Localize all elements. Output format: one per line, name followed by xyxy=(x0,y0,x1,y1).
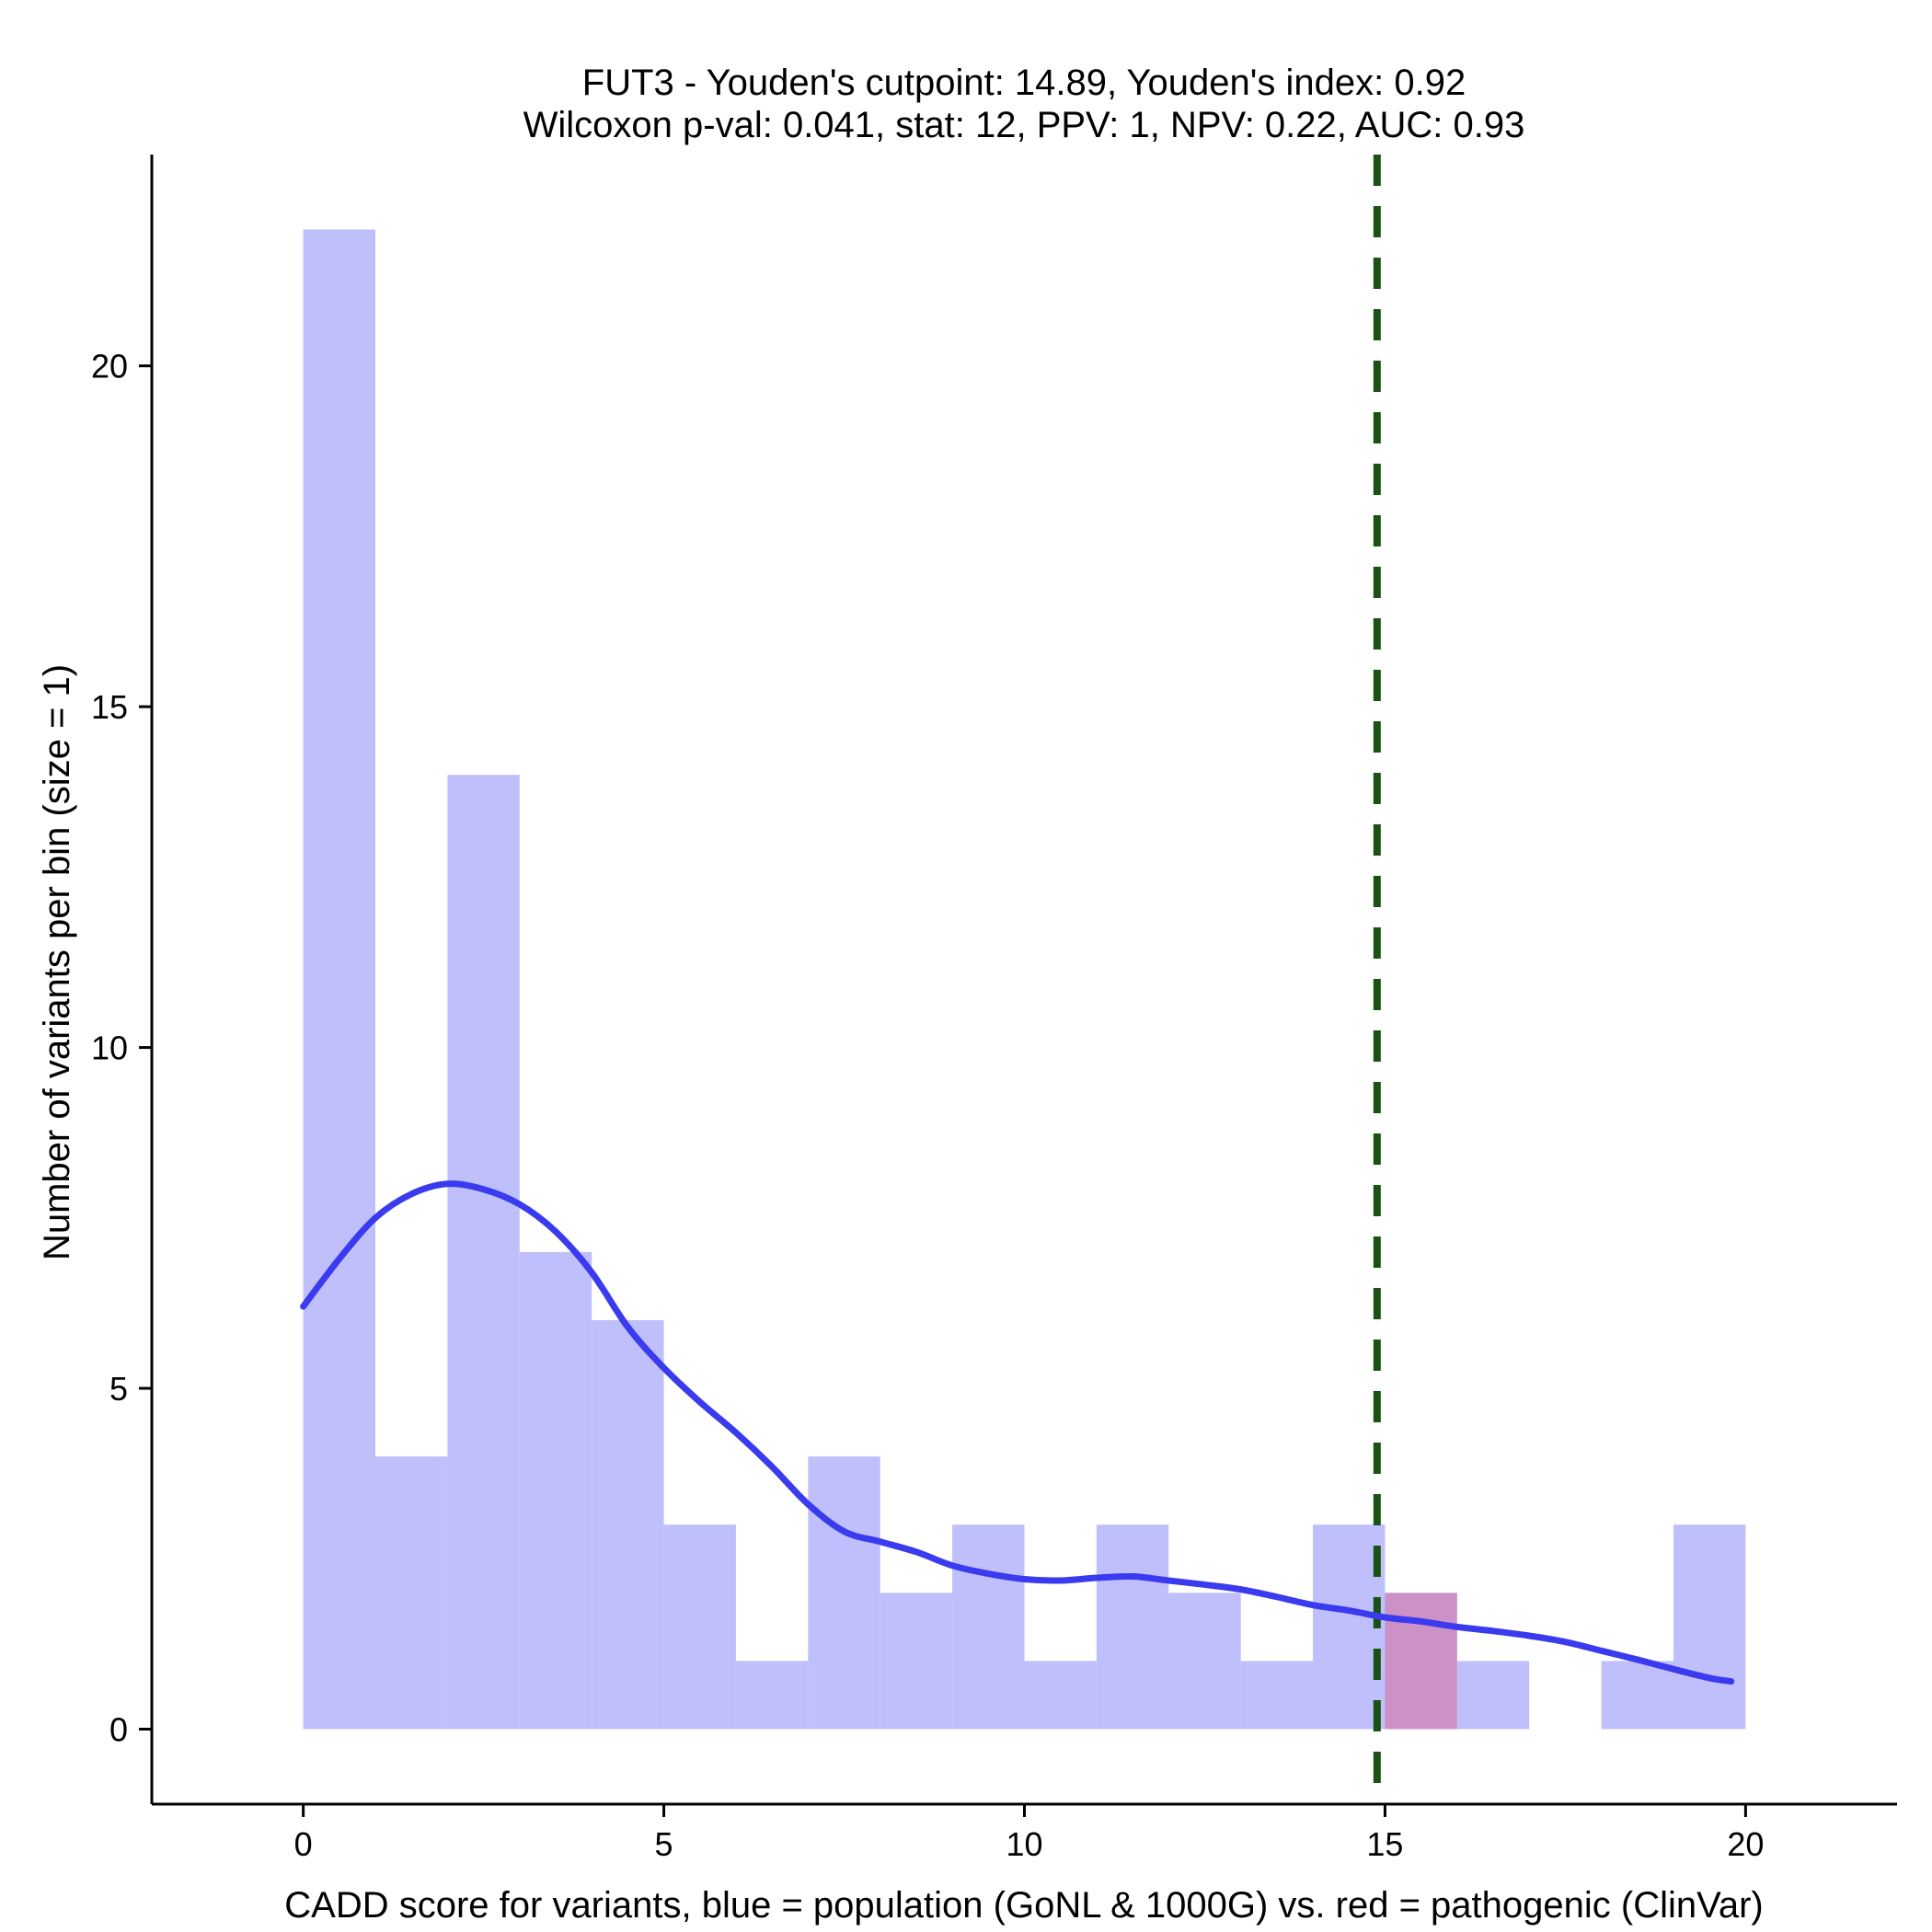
population-bar-12 xyxy=(1168,1593,1241,1730)
chart-title-line-2: Wilcoxon p-val: 0.041, stat: 12, PPV: 1,… xyxy=(523,105,1525,145)
population-bar-13 xyxy=(1240,1661,1314,1730)
density-curve-layer xyxy=(300,1180,1735,1685)
histogram-bars xyxy=(303,229,1746,1730)
population-bar-18 xyxy=(1601,1661,1673,1730)
chart-title-line-1: FUT3 - Youden's cutpoint: 14.89, Youden'… xyxy=(582,63,1466,103)
x-tick-label-5: 5 xyxy=(655,1825,673,1863)
x-tick-label-15: 15 xyxy=(1366,1825,1403,1863)
population-bar-1 xyxy=(375,1456,448,1730)
population-bar-5 xyxy=(663,1524,736,1730)
population-bar-3 xyxy=(519,1251,592,1730)
population-bar-14 xyxy=(1313,1524,1386,1730)
population-bar-8 xyxy=(880,1593,953,1730)
population-bar-2 xyxy=(447,775,520,1730)
y-axis-title: Number of variants per bin (size = 1) xyxy=(37,664,77,1260)
density-curve xyxy=(300,1180,1735,1685)
y-tick-label-5: 5 xyxy=(109,1370,128,1408)
population-bar-9 xyxy=(952,1524,1025,1730)
pathogenic-bar-15 xyxy=(1385,1593,1457,1730)
population-bar-0 xyxy=(303,229,376,1730)
population-bar-6 xyxy=(735,1661,809,1730)
y-tick-label-10: 10 xyxy=(91,1029,128,1067)
population-bar-7 xyxy=(808,1456,880,1730)
x-tick-label-20: 20 xyxy=(1727,1825,1764,1863)
x-tick-label-0: 0 xyxy=(294,1825,313,1863)
y-tick-label-0: 0 xyxy=(109,1711,128,1749)
population-bar-16 xyxy=(1456,1661,1530,1730)
population-bar-10 xyxy=(1024,1661,1097,1730)
population-bar-11 xyxy=(1096,1524,1169,1730)
y-tick-label-15: 15 xyxy=(91,688,128,726)
population-bar-4 xyxy=(592,1319,664,1730)
y-tick-label-20: 20 xyxy=(91,348,128,385)
x-axis-title: CADD score for variants, blue = populati… xyxy=(284,1885,1763,1926)
population-bar-19 xyxy=(1673,1524,1746,1730)
x-tick-label-10: 10 xyxy=(1006,1825,1042,1863)
axes: 0 5 10 15 20 0 5 10 15 20 xyxy=(91,155,1897,1863)
